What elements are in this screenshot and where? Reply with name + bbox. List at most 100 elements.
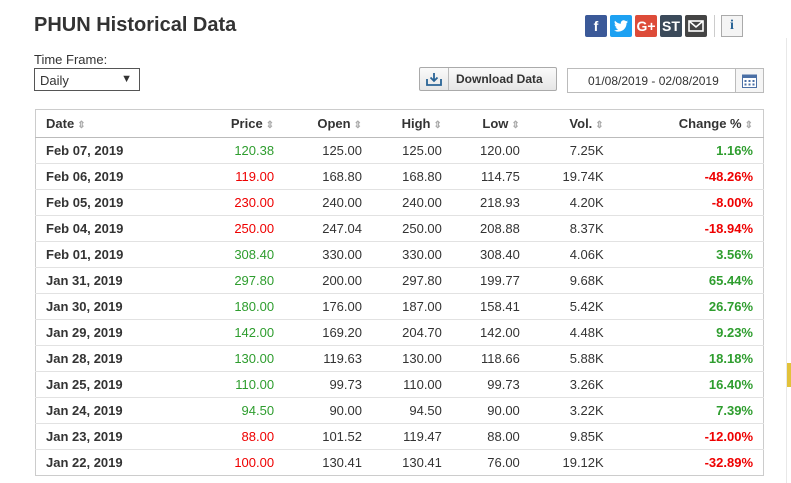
header-label: Vol. bbox=[569, 116, 593, 131]
header-label: Low bbox=[482, 116, 509, 131]
low-cell: 118.66 bbox=[451, 345, 530, 372]
high-cell: 125.00 bbox=[371, 137, 452, 164]
change-cell: -8.00% bbox=[613, 189, 764, 216]
date-cell: Feb 06, 2019 bbox=[35, 163, 156, 190]
table-row: Jan 29, 2019 142.00 169.20 204.70 142.00 4.48… bbox=[35, 319, 764, 346]
date-cell: Jan 23, 2019 bbox=[35, 423, 156, 450]
price-cell: 180.00 bbox=[155, 293, 285, 320]
column-header-price[interactable]: Price ⇕ bbox=[155, 109, 285, 138]
date-range-picker[interactable]: 01/08/2019 - 02/08/2019 bbox=[567, 68, 764, 93]
date-cell: Jan 31, 2019 bbox=[35, 267, 156, 294]
header-label: High bbox=[401, 116, 431, 131]
open-cell: 130.41 bbox=[284, 449, 372, 476]
table-row: Feb 01, 2019 308.40 330.00 330.00 308.40 4.06… bbox=[35, 241, 764, 268]
calendar-icon[interactable] bbox=[735, 69, 763, 92]
change-cell: -18.94% bbox=[613, 215, 764, 242]
open-cell: 101.52 bbox=[284, 423, 372, 450]
date-cell: Feb 07, 2019 bbox=[35, 137, 156, 164]
google-plus-icon[interactable]: G+ bbox=[635, 15, 657, 37]
price-cell: 250.00 bbox=[155, 215, 285, 242]
table-row: Feb 04, 2019 250.00 247.04 250.00 208.88 8.37… bbox=[35, 215, 764, 242]
low-cell: 218.93 bbox=[451, 189, 530, 216]
share-divider bbox=[714, 15, 715, 37]
share-toolbar: f G+ ST i bbox=[585, 14, 743, 38]
date-cell: Feb 05, 2019 bbox=[35, 189, 156, 216]
open-cell: 168.80 bbox=[284, 163, 372, 190]
price-cell: 142.00 bbox=[155, 319, 285, 346]
column-header-low[interactable]: Low ⇕ bbox=[451, 109, 530, 138]
high-cell: 110.00 bbox=[371, 371, 452, 398]
download-data-label: Download Data bbox=[456, 72, 543, 86]
stocktwits-icon[interactable]: ST bbox=[660, 15, 682, 37]
table-row: Feb 07, 2019 120.38 125.00 125.00 120.00 7.25… bbox=[35, 137, 764, 164]
date-cell: Jan 29, 2019 bbox=[35, 319, 156, 346]
price-cell: 88.00 bbox=[155, 423, 285, 450]
price-cell: 230.00 bbox=[155, 189, 285, 216]
low-cell: 142.00 bbox=[451, 319, 530, 346]
high-cell: 187.00 bbox=[371, 293, 452, 320]
email-icon[interactable] bbox=[685, 15, 707, 37]
price-cell: 308.40 bbox=[155, 241, 285, 268]
facebook-icon[interactable]: f bbox=[585, 15, 607, 37]
table-row: Jan 25, 2019 110.00 99.73 110.00 99.73 3.26K 1… bbox=[35, 371, 764, 398]
open-cell: 330.00 bbox=[284, 241, 372, 268]
volume-cell: 3.22K bbox=[529, 397, 614, 424]
historical-data-table: Date ⇕ Price ⇕ Open ⇕ High ⇕ Low ⇕ Vol. ⇕ Chan… bbox=[35, 109, 764, 476]
low-cell: 199.77 bbox=[451, 267, 530, 294]
sort-icon: ⇕ bbox=[353, 120, 362, 131]
price-cell: 94.50 bbox=[155, 397, 285, 424]
price-cell: 119.00 bbox=[155, 163, 285, 190]
price-cell: 110.00 bbox=[155, 371, 285, 398]
sort-icon: ⇕ bbox=[433, 120, 442, 131]
column-header-volume[interactable]: Vol. ⇕ bbox=[529, 109, 614, 138]
table-row: Jan 22, 2019 100.00 130.41 130.41 76.00 19.12… bbox=[35, 449, 764, 476]
download-data-button[interactable]: Download Data bbox=[419, 67, 557, 91]
open-cell: 99.73 bbox=[284, 371, 372, 398]
sort-icon: ⇕ bbox=[77, 120, 86, 131]
volume-cell: 5.42K bbox=[529, 293, 614, 320]
low-cell: 99.73 bbox=[451, 371, 530, 398]
sort-icon: ⇕ bbox=[744, 120, 753, 131]
date-cell: Jan 24, 2019 bbox=[35, 397, 156, 424]
high-cell: 130.00 bbox=[371, 345, 452, 372]
change-cell: 65.44% bbox=[613, 267, 764, 294]
chevron-down-icon: ▼ bbox=[121, 73, 132, 85]
sort-icon: ⇕ bbox=[595, 120, 604, 131]
date-cell: Feb 04, 2019 bbox=[35, 215, 156, 242]
high-cell: 330.00 bbox=[371, 241, 452, 268]
date-cell: Jan 25, 2019 bbox=[35, 371, 156, 398]
twitter-icon[interactable] bbox=[610, 15, 632, 37]
change-cell: 18.18% bbox=[613, 345, 764, 372]
low-cell: 208.88 bbox=[451, 215, 530, 242]
change-cell: 1.16% bbox=[613, 137, 764, 164]
info-icon[interactable]: i bbox=[721, 15, 743, 37]
change-cell: 16.40% bbox=[613, 371, 764, 398]
sort-icon: ⇕ bbox=[511, 120, 520, 131]
date-cell: Feb 01, 2019 bbox=[35, 241, 156, 268]
low-cell: 90.00 bbox=[451, 397, 530, 424]
high-cell: 250.00 bbox=[371, 215, 452, 242]
open-cell: 169.20 bbox=[284, 319, 372, 346]
volume-cell: 8.37K bbox=[529, 215, 614, 242]
price-cell: 100.00 bbox=[155, 449, 285, 476]
price-cell: 120.38 bbox=[155, 137, 285, 164]
edge-marker bbox=[787, 363, 791, 387]
column-header-high[interactable]: High ⇕ bbox=[371, 109, 452, 138]
volume-cell: 19.74K bbox=[529, 163, 614, 190]
high-cell: 119.47 bbox=[371, 423, 452, 450]
high-cell: 168.80 bbox=[371, 163, 452, 190]
header-label: Change % bbox=[678, 116, 742, 131]
column-header-open[interactable]: Open ⇕ bbox=[284, 109, 372, 138]
high-cell: 130.41 bbox=[371, 449, 452, 476]
timeframe-select[interactable]: Daily ▼ bbox=[34, 68, 140, 91]
low-cell: 158.41 bbox=[451, 293, 530, 320]
high-cell: 204.70 bbox=[371, 319, 452, 346]
column-header-change[interactable]: Change % ⇕ bbox=[613, 109, 764, 138]
volume-cell: 3.26K bbox=[529, 371, 614, 398]
page-title: PHUN Historical Data bbox=[34, 14, 237, 36]
google-plus-glyph: G+ bbox=[636, 18, 656, 34]
high-cell: 94.50 bbox=[371, 397, 452, 424]
column-header-date[interactable]: Date ⇕ bbox=[35, 109, 156, 138]
open-cell: 200.00 bbox=[284, 267, 372, 294]
date-cell: Jan 22, 2019 bbox=[35, 449, 156, 476]
